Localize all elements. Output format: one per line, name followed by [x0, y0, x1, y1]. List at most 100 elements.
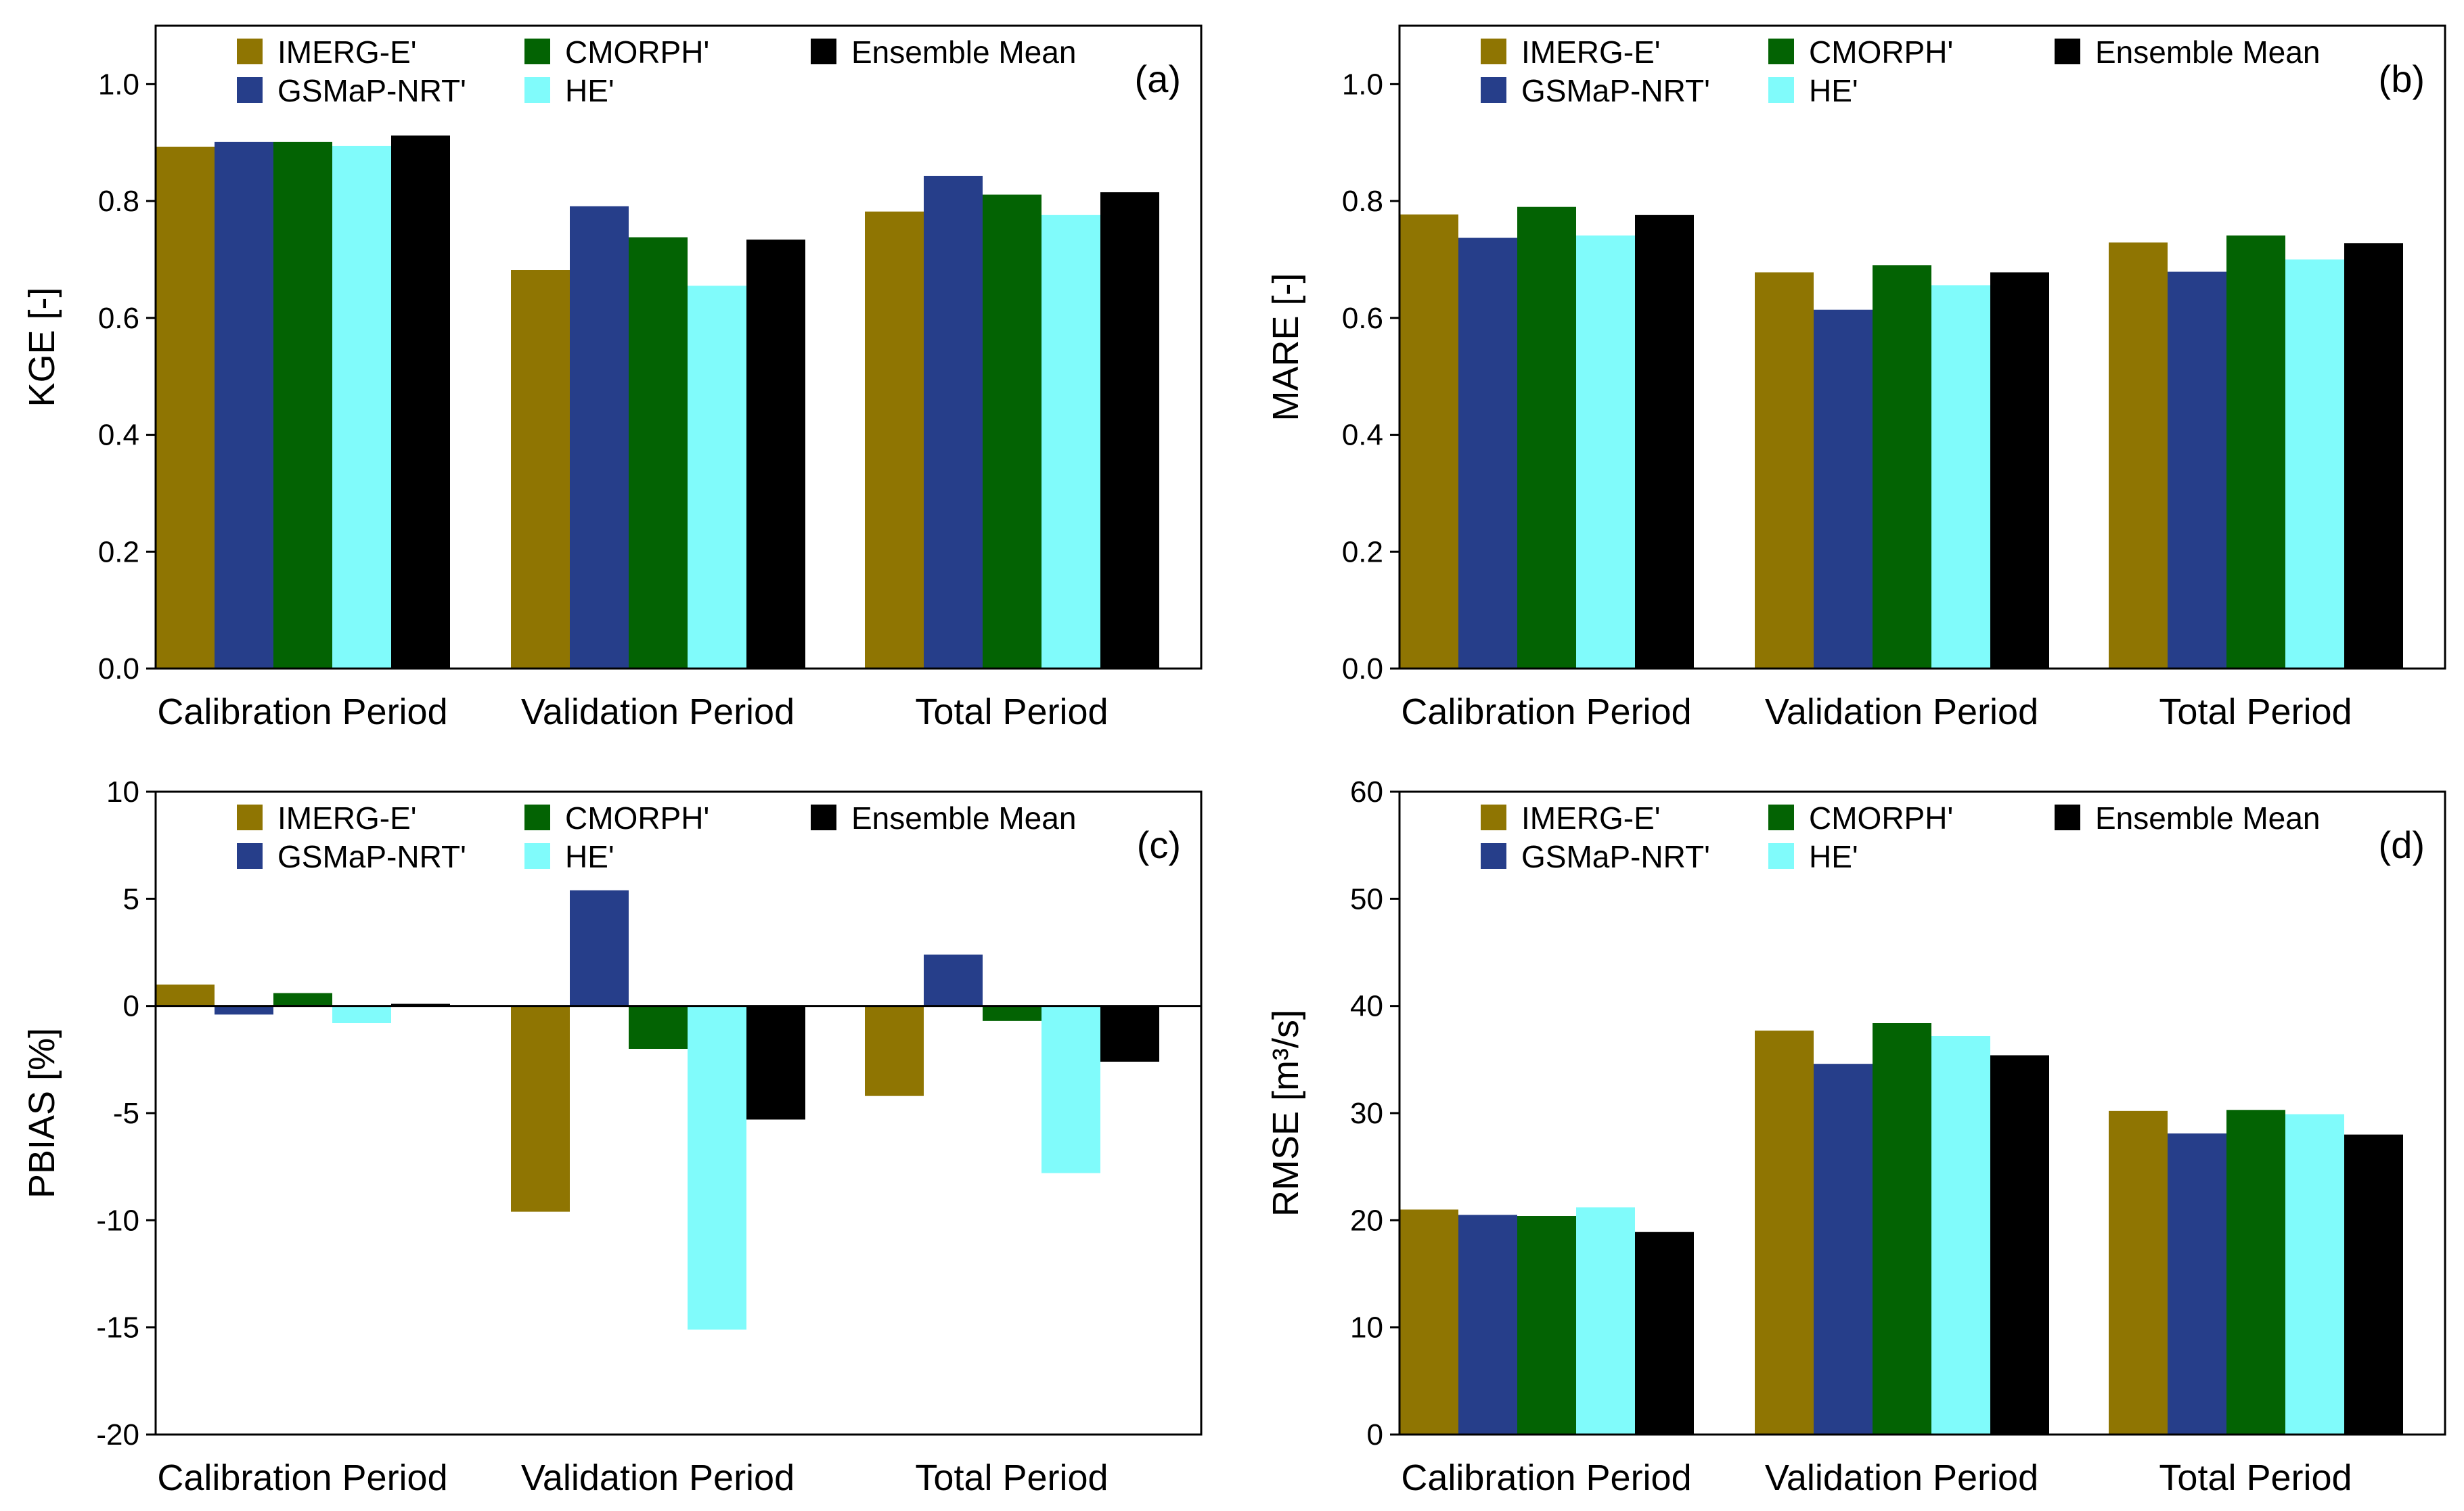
bar-gsmap-nrt: [924, 175, 983, 669]
bar-ensemble-mean: [746, 1006, 805, 1120]
bar-cmorph: [1517, 1216, 1576, 1435]
bar-ensemble-mean: [746, 240, 805, 669]
legend-label: GSMaP-NRT': [1521, 839, 1710, 874]
legend-swatch: [1768, 77, 1794, 103]
bar-ensemble-mean: [1990, 1055, 2049, 1435]
panel-label: (d): [2379, 824, 2425, 866]
bar-cmorph: [1873, 1023, 1931, 1435]
legend-swatch: [1481, 39, 1506, 64]
y-tick-label: -5: [113, 1097, 139, 1130]
bar-imerg-e: [2109, 1110, 2168, 1435]
legend: IMERG-E'GSMaP-NRT' CMORPH'HE' Ensemble Mea…: [1481, 800, 2320, 874]
legend-swatch: [237, 805, 263, 830]
bar-he: [332, 145, 391, 669]
bar-imerg-e: [156, 146, 215, 669]
bar-he: [2285, 259, 2344, 669]
y-axis-title: PBIAS [%]: [22, 1028, 62, 1198]
chart-panel-c: -20 -15 -10 -5 0 5 10 PBIAS [%] Calibration Peri…: [22, 775, 1203, 1498]
legend: IMERG-E'GSMaP-NRT' CMORPH'HE' Ensemble Mea…: [1481, 35, 2320, 108]
legend-label: CMORPH': [565, 800, 709, 836]
y-tick-label: 1.0: [1342, 68, 1383, 101]
bar-he: [2285, 1114, 2344, 1435]
bar-he: [1931, 1036, 1990, 1435]
bar-he: [332, 1006, 391, 1023]
legend-label: Ensemble Mean: [851, 800, 1076, 836]
bar-ensemble-mean: [1635, 1232, 1694, 1435]
y-tick-label: 60: [1350, 775, 1383, 809]
category-label: Validation Period: [521, 692, 794, 732]
legend-swatch: [1481, 77, 1506, 103]
chart-panel-a: 0.0 0.2 0.4 0.6 0.8 1.0 KGE [-] Calibration Per…: [22, 24, 1203, 732]
y-tick-label: 10: [1350, 1311, 1383, 1345]
legend-label: CMORPH': [1809, 800, 1953, 836]
bar-he: [1576, 235, 1635, 669]
bar-ensemble-mean: [1100, 1006, 1159, 1062]
bar-cmorph: [1517, 206, 1576, 669]
category-label: Calibration Period: [1401, 1458, 1691, 1498]
category-label: Total Period: [915, 1458, 1108, 1498]
legend-swatch: [2055, 805, 2080, 830]
y-tick-label: 50: [1350, 882, 1383, 916]
legend-swatch: [1481, 805, 1506, 830]
legend-swatch: [1768, 843, 1794, 869]
legend-swatch: [524, 77, 550, 103]
category-label: Calibration Period: [1401, 692, 1691, 732]
legend-swatch: [524, 39, 550, 64]
category-label: Calibration Period: [157, 692, 447, 732]
legend-swatch: [1768, 39, 1794, 64]
bar-ensemble-mean: [2344, 243, 2403, 669]
plot-frame: [154, 790, 1203, 1436]
y-tick-label: 20: [1350, 1204, 1383, 1237]
y-tick-label: 0.4: [1342, 419, 1383, 452]
chart-panel-b: 0.0 0.2 0.4 0.6 0.8 1.0 MARE [-] Calibration Pe…: [1265, 24, 2446, 732]
y-tick-label: 30: [1350, 1097, 1383, 1130]
bar-imerg-e: [2109, 242, 2168, 669]
legend-label: Ensemble Mean: [851, 35, 1076, 70]
y-tick-label: 0.2: [1342, 535, 1383, 568]
category-label: Total Period: [915, 692, 1108, 732]
bar-cmorph: [629, 1006, 688, 1049]
bar-ensemble-mean: [391, 1003, 450, 1006]
plot-frame: [154, 24, 1203, 670]
chart-panel-d: 0 10 20 30 40 50 60 RMSE [m³/s] Calibration Peri…: [1265, 775, 2446, 1498]
legend: IMERG-E'GSMaP-NRT' CMORPH'HE' Ensemble Mea…: [237, 35, 1076, 108]
bar-cmorph: [273, 141, 332, 669]
y-tick-label: -20: [96, 1418, 139, 1451]
legend-swatch: [237, 77, 263, 103]
legend-label: CMORPH': [1809, 35, 1953, 70]
legend-label: IMERG-E': [1521, 35, 1661, 70]
bar-gsmap-nrt: [1458, 1215, 1517, 1435]
bar-he: [1576, 1207, 1635, 1435]
legend-swatch: [237, 843, 263, 869]
bar-ensemble-mean: [1990, 272, 2049, 669]
category-label: Validation Period: [1765, 1458, 2038, 1498]
y-axis-title: MARE [-]: [1265, 273, 1306, 421]
panel-label: (a): [1135, 58, 1181, 100]
y-tick-label: 0.6: [1342, 302, 1383, 335]
panel-label: (c): [1137, 824, 1181, 866]
bar-ensemble-mean: [391, 135, 450, 669]
bar-gsmap-nrt: [924, 954, 983, 1006]
bar-cmorph: [983, 1006, 1041, 1021]
bar-imerg-e: [511, 1006, 570, 1212]
y-tick-label: -15: [96, 1311, 139, 1345]
y-tick-label: 0: [123, 990, 139, 1023]
bar-gsmap-nrt: [570, 890, 629, 1006]
legend-label: HE': [565, 73, 614, 108]
y-tick-label: 0.0: [98, 652, 139, 685]
bar-he: [1041, 215, 1100, 669]
bar-gsmap-nrt: [1814, 1064, 1873, 1435]
legend-swatch: [1481, 843, 1506, 869]
y-axis-title: KGE [-]: [22, 287, 62, 407]
y-tick-label: 0.8: [1342, 185, 1383, 218]
legend-label: Ensemble Mean: [2095, 35, 2320, 70]
y-tick-label: 0.2: [98, 535, 139, 568]
bar-gsmap-nrt: [570, 206, 629, 669]
legend-label: CMORPH': [565, 35, 709, 70]
bar-he: [688, 1006, 746, 1330]
bar-cmorph: [983, 194, 1041, 669]
legend-label: GSMaP-NRT': [277, 839, 466, 874]
y-tick-label: 1.0: [98, 68, 139, 101]
category-label: Calibration Period: [157, 1458, 447, 1498]
bar-cmorph: [629, 237, 688, 669]
